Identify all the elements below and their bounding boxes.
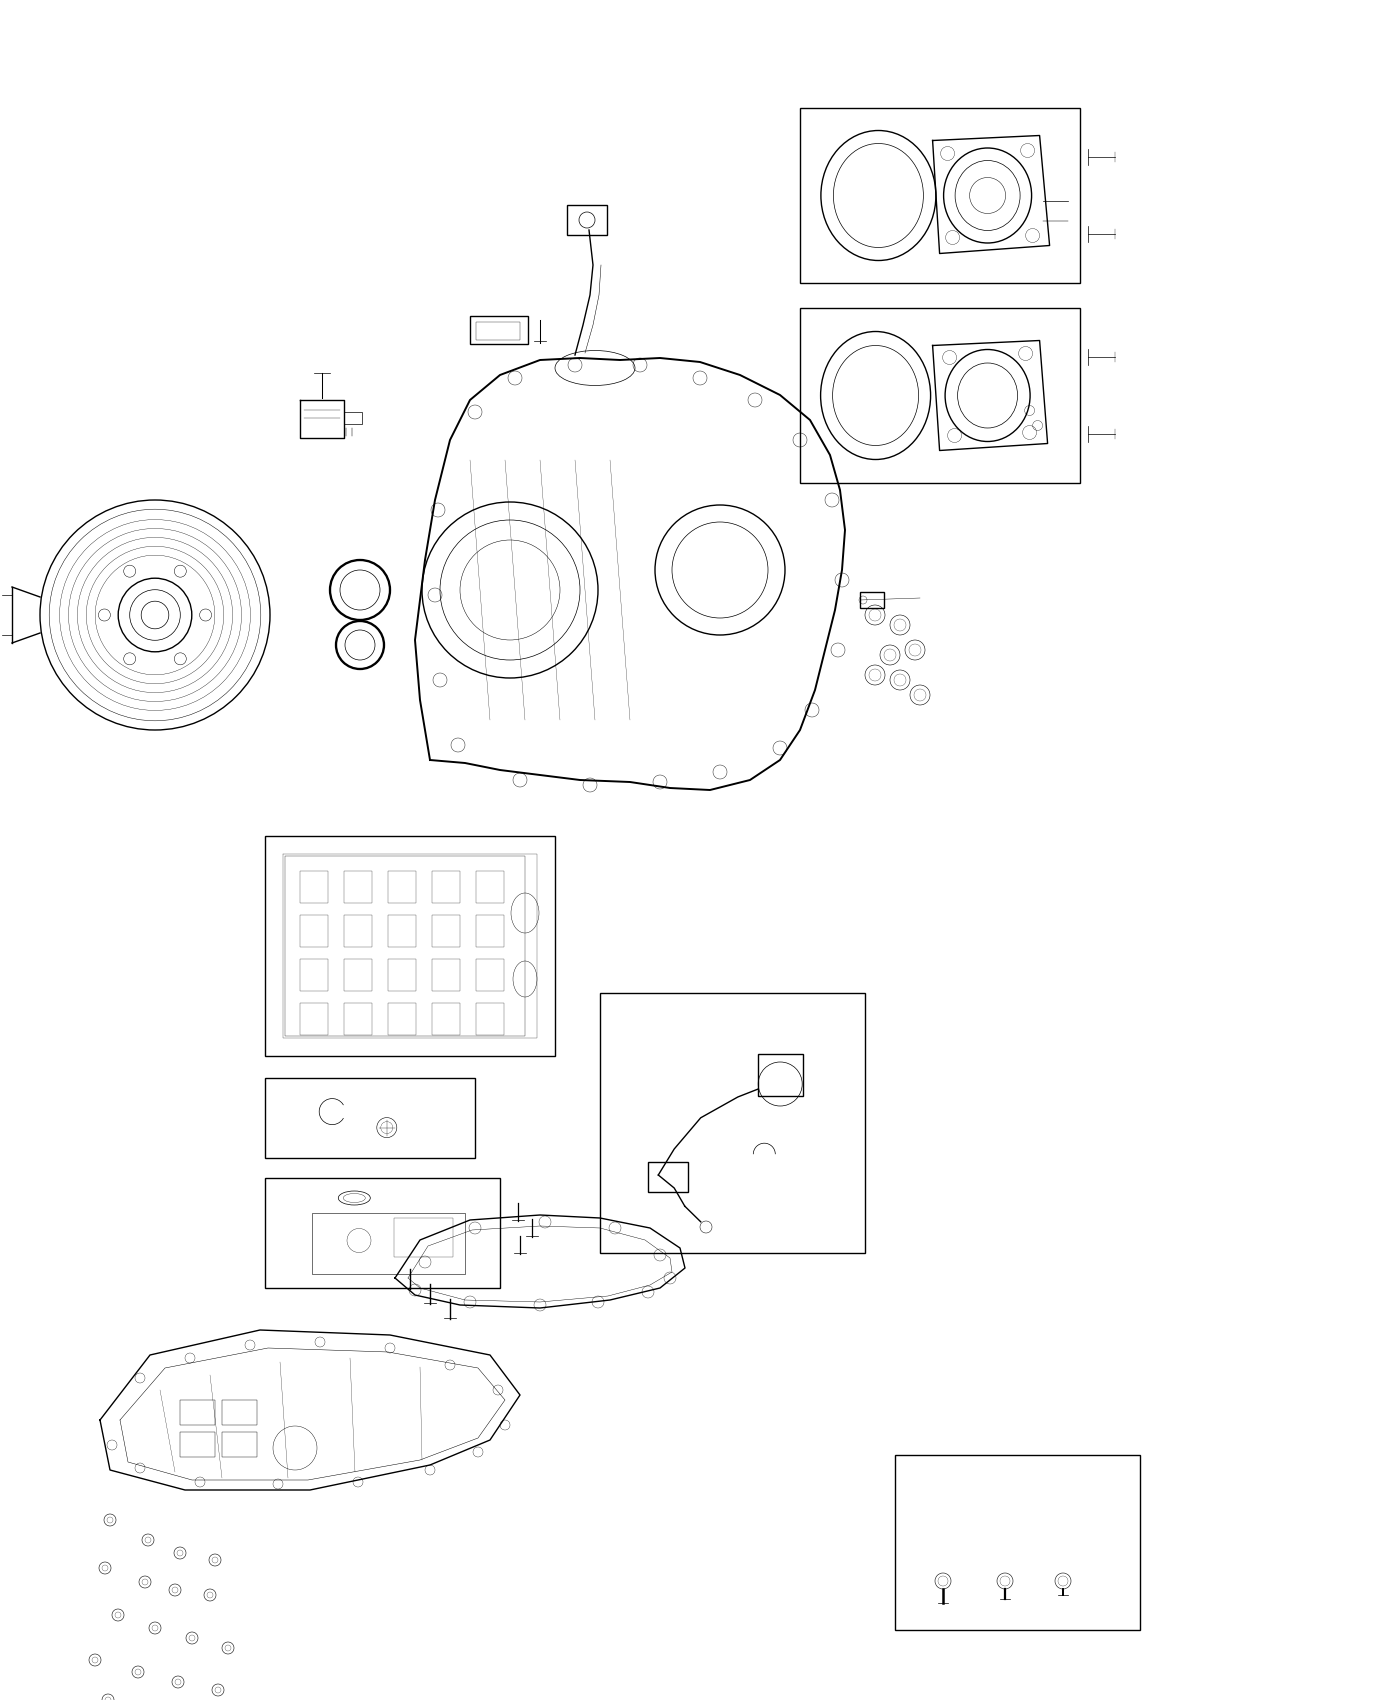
Bar bbox=[344, 915, 372, 947]
Bar bbox=[300, 870, 328, 903]
Bar bbox=[265, 1178, 500, 1289]
Bar bbox=[223, 1401, 258, 1425]
Bar bbox=[433, 959, 461, 991]
Bar bbox=[799, 308, 1079, 483]
Bar bbox=[895, 1455, 1140, 1630]
Bar bbox=[433, 915, 461, 947]
Bar bbox=[344, 411, 363, 423]
Bar bbox=[388, 870, 416, 903]
Bar bbox=[476, 915, 504, 947]
Bar bbox=[433, 870, 461, 903]
Bar bbox=[344, 870, 372, 903]
Bar bbox=[470, 316, 528, 343]
Bar bbox=[395, 1217, 454, 1256]
Bar bbox=[476, 870, 504, 903]
Bar bbox=[300, 959, 328, 991]
Bar bbox=[433, 1003, 461, 1035]
Bar bbox=[344, 959, 372, 991]
Bar bbox=[286, 857, 525, 1035]
Bar bbox=[388, 959, 416, 991]
Bar bbox=[388, 1003, 416, 1035]
Bar bbox=[759, 1054, 804, 1096]
Bar bbox=[344, 1003, 372, 1035]
Bar bbox=[648, 1163, 687, 1192]
Bar bbox=[181, 1431, 216, 1457]
Bar bbox=[300, 1003, 328, 1035]
Bar bbox=[265, 1078, 475, 1158]
Bar bbox=[567, 206, 608, 235]
Bar bbox=[300, 915, 328, 947]
Bar bbox=[476, 321, 519, 340]
Bar bbox=[265, 836, 554, 1056]
Bar bbox=[181, 1401, 216, 1425]
Bar bbox=[388, 915, 416, 947]
Bar bbox=[601, 993, 865, 1253]
Bar bbox=[860, 592, 883, 609]
Bar bbox=[312, 1214, 465, 1273]
Bar bbox=[223, 1431, 258, 1457]
Bar bbox=[476, 959, 504, 991]
Bar bbox=[799, 109, 1079, 282]
Bar bbox=[476, 1003, 504, 1035]
